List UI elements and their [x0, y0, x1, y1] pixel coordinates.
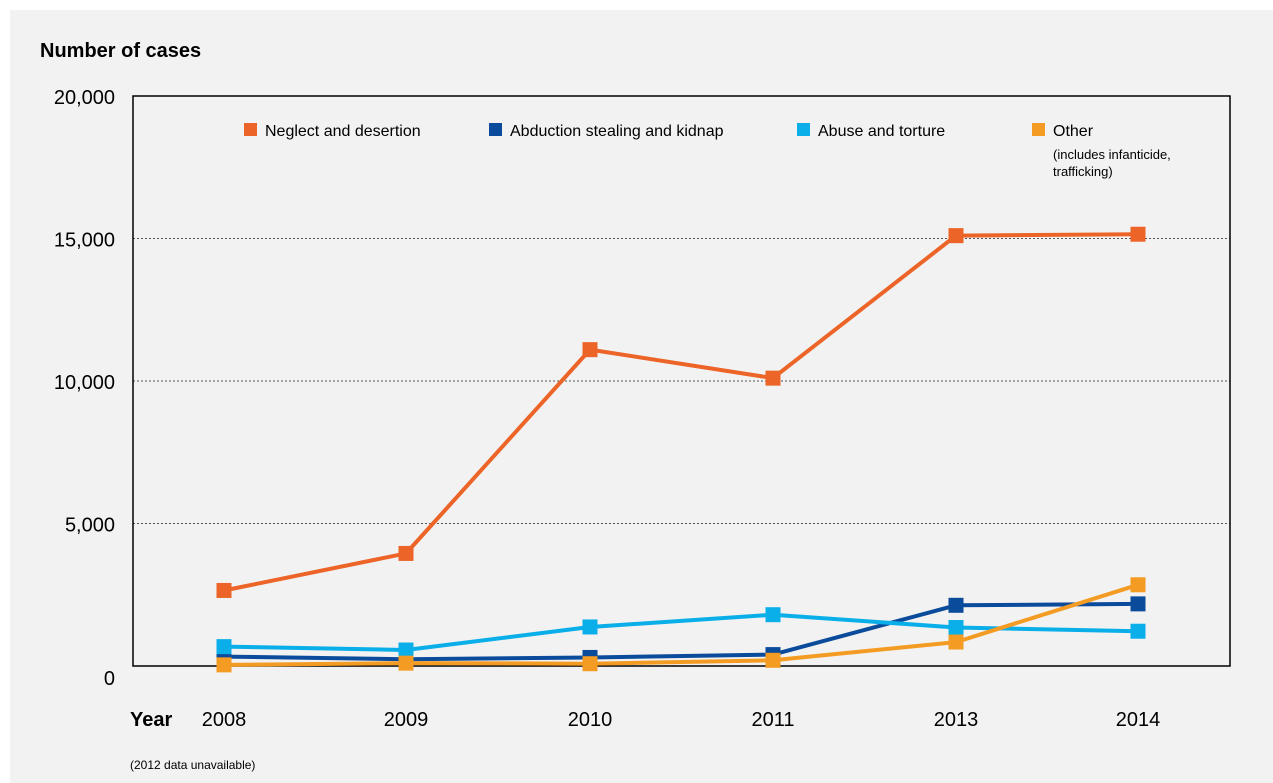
- legend-label: Neglect and desertion: [265, 123, 421, 140]
- legend-swatch: [489, 123, 502, 136]
- data-point: [216, 582, 232, 598]
- x-tick-label: 2014: [1116, 709, 1161, 731]
- series-line: [222, 612, 1140, 652]
- x-tick-label: 2013: [934, 709, 979, 731]
- x-tick-label: 2008: [202, 709, 247, 731]
- legend-swatch: [1032, 123, 1045, 136]
- data-point: [398, 642, 414, 658]
- data-point: [582, 342, 598, 358]
- legend: Neglect and desertion Abduction stealing …: [244, 123, 1171, 179]
- chart-title: Number of cases: [40, 40, 201, 62]
- data-point: [765, 607, 781, 623]
- data-point: [1130, 226, 1146, 242]
- x-tick-label: 2011: [751, 709, 794, 731]
- data-point: [1130, 596, 1146, 612]
- data-point: [1130, 577, 1146, 593]
- series-line: [222, 232, 1140, 593]
- data-point: [216, 657, 232, 673]
- gridlines: [133, 238, 1230, 524]
- plot-area: [132, 95, 1231, 667]
- data-point: [765, 652, 781, 668]
- y-axis: 0 5,000 10,000 15,000 20,000: [54, 87, 115, 690]
- y-tick-label: 10,000: [54, 372, 115, 394]
- series-lines: [222, 232, 1140, 667]
- x-tick-label: 2009: [384, 709, 429, 731]
- legend-label: Other: [1053, 123, 1094, 140]
- data-point: [948, 620, 964, 636]
- y-tick-label: 0: [104, 668, 115, 690]
- legend-swatch: [797, 123, 810, 136]
- series-markers: [216, 226, 1146, 673]
- y-tick-label: 15,000: [54, 230, 115, 252]
- data-point: [582, 619, 598, 635]
- data-point: [948, 228, 964, 244]
- y-tick-label: 20,000: [54, 87, 115, 109]
- legend-sublabel: (includes infanticide,: [1053, 147, 1171, 162]
- legend-label: Abduction stealing and kidnap: [510, 123, 724, 140]
- series-line: [222, 582, 1140, 667]
- data-point: [948, 597, 964, 613]
- legend-swatch: [244, 123, 257, 136]
- data-point: [582, 656, 598, 672]
- legend-sublabel: trafficking): [1053, 164, 1113, 179]
- data-point: [1130, 623, 1146, 639]
- x-axis-label: Year: [130, 709, 172, 731]
- data-point: [398, 655, 414, 671]
- series-line: [222, 601, 1140, 662]
- legend-label: Abuse and torture: [818, 123, 945, 140]
- x-tick-label: 2010: [568, 709, 613, 731]
- data-point: [398, 545, 414, 561]
- data-note: (2012 data unavailable): [130, 758, 255, 772]
- data-point: [948, 634, 964, 650]
- data-point: [216, 639, 232, 655]
- y-tick-label: 5,000: [65, 515, 115, 537]
- data-point: [765, 370, 781, 386]
- x-axis: 2008 2009 2010 2011 2013 2014: [202, 709, 1161, 731]
